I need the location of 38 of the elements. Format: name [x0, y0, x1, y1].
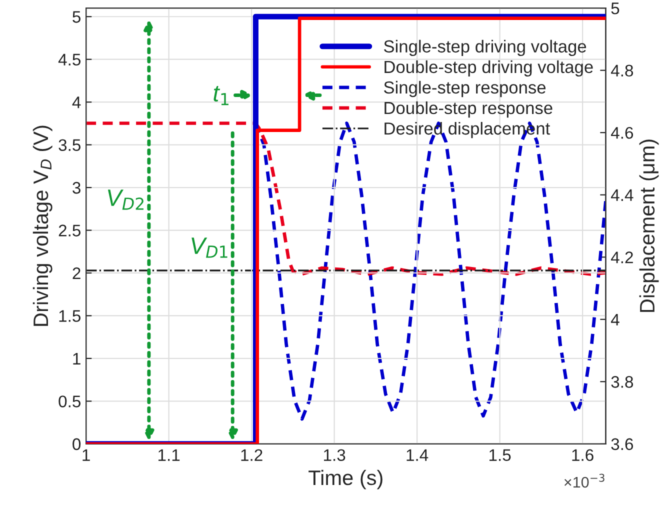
x-tick-label: 1.6	[572, 449, 594, 461]
x-tick-label: 1	[82, 449, 90, 461]
x-tick-label: 1.1	[158, 449, 180, 461]
y-tick-label: 3.5	[58, 139, 80, 152]
y-tick-label: 0.5	[58, 396, 80, 408]
y-tick-label: 1.5	[59, 310, 80, 322]
x-tick-label: 1.4	[406, 449, 428, 461]
y2-tick-label: 3.6	[611, 438, 634, 450]
line-series	[86, 122, 606, 276]
y2-tick-label: 3.8	[611, 376, 634, 388]
legend-label: Double-step driving voltage	[384, 60, 593, 77]
x-tick-label: 1.2	[241, 449, 262, 461]
annotation: t$_{1}$	[214, 86, 228, 106]
legend-label: Double-step response	[384, 101, 552, 118]
y-tick-label: 2	[72, 267, 80, 280]
y-tick-label: 5	[72, 11, 80, 23]
text: ×10$^{−3}$	[564, 474, 604, 488]
y-tick-label: 2.5	[58, 224, 80, 236]
y-tick-label: 4	[72, 96, 81, 108]
x-tick-label: 1.5	[489, 449, 511, 461]
y2-tick-label: 4.8	[610, 64, 634, 77]
y-tick-label: 3	[72, 182, 80, 194]
x-tick-label: 1.3	[324, 449, 346, 461]
annotation: V$_{D2}$	[108, 190, 144, 210]
legend-label: Single-step response	[384, 80, 546, 98]
x-axis-title: Time (s)	[308, 470, 382, 490]
annotation: V$_{D1}$	[192, 238, 228, 258]
y-tick-label: 0	[72, 438, 81, 450]
y2-tick-label: 5	[611, 2, 620, 14]
y2-tick-label: 4.4	[610, 189, 634, 201]
y2-tick-label: 4.6	[610, 127, 634, 139]
y2-axis-title: Displacement (μm)	[639, 140, 659, 312]
y-tick-label: 4.5	[58, 54, 80, 66]
y-axis-title: Driving voltage V$_{D}$ (V)	[32, 126, 52, 326]
legend-label: Single-step driving voltage	[384, 40, 586, 56]
y2-tick-label: 4	[610, 314, 620, 326]
y-tick-label: 1	[73, 353, 80, 364]
y2-tick-label: 4.2	[610, 252, 633, 264]
